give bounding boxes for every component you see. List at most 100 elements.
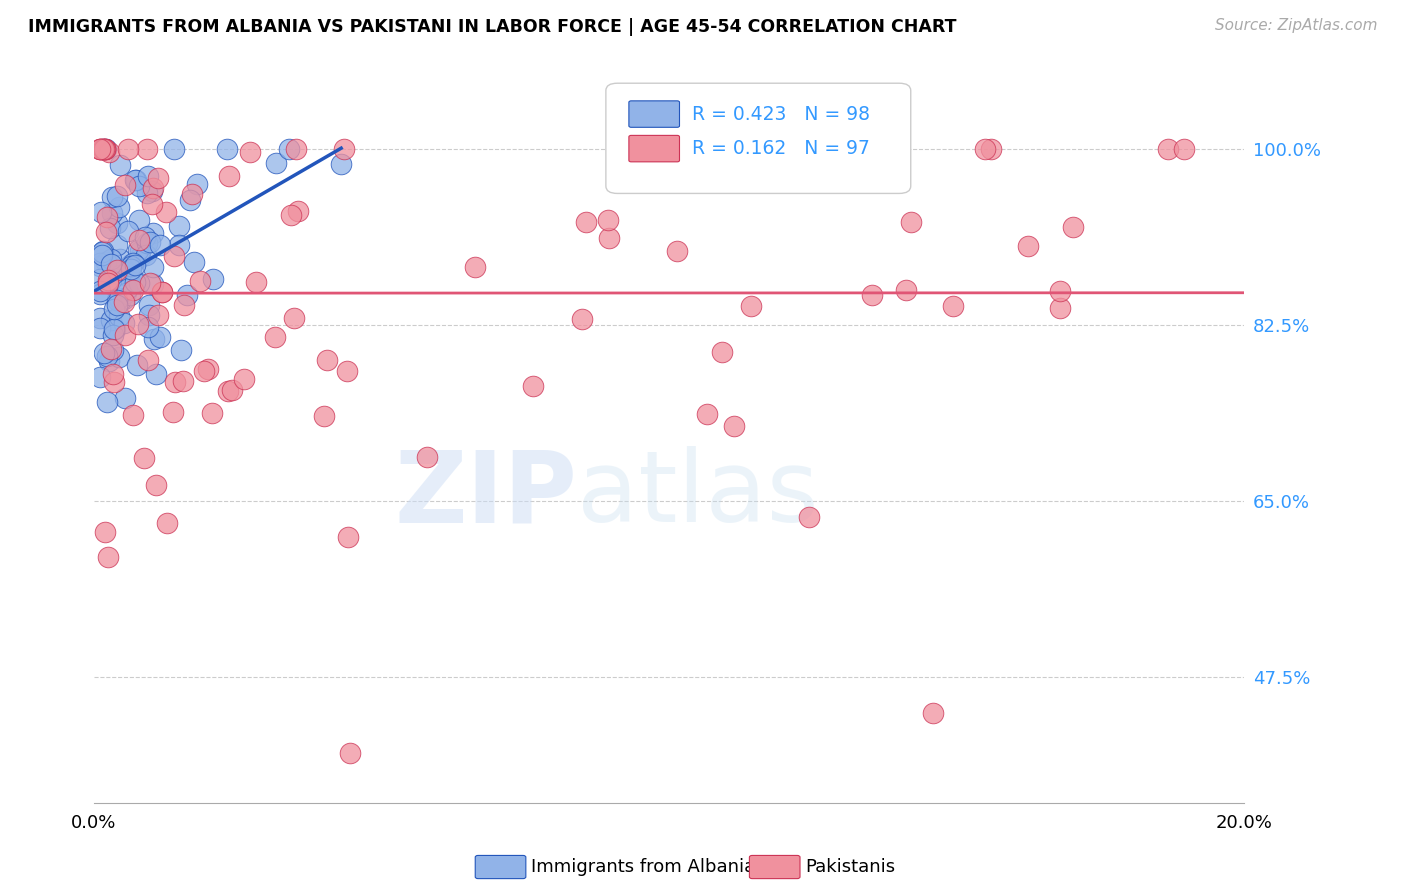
Point [89,256,111,270]
Point [94,254,117,268]
Point [134,451,156,466]
Point [336,530,359,544]
Point [100,313,122,327]
Point [94,142,117,156]
Point [128,233,150,247]
Point [136,186,159,200]
Point [108,350,131,364]
Point [122,284,145,298]
Point [117,142,139,156]
Point [124,275,146,289]
Point [1049,284,1071,298]
Point [124,258,146,272]
Point [139,235,162,250]
Point [894,283,917,297]
Point [89,259,111,273]
Point [165,376,187,390]
Point [1062,219,1084,234]
Point [91,142,114,156]
Point [115,282,138,296]
Point [142,260,165,274]
Point [150,285,173,300]
Point [188,274,211,288]
Point [98,353,121,368]
Point [797,509,820,524]
Point [120,288,142,302]
Point [107,309,129,323]
Point [100,190,122,204]
Point [128,276,150,290]
Point [89,311,111,326]
Point [112,317,135,331]
Text: ZIP: ZIP [394,446,576,543]
Point [1173,142,1195,156]
Point [336,364,359,378]
Point [173,298,195,312]
Point [921,706,943,720]
Point [108,294,131,309]
Point [100,273,122,287]
Point [96,210,118,224]
Point [101,367,124,381]
Point [197,361,219,376]
Point [135,236,157,251]
Point [135,142,157,156]
Point [156,516,179,530]
Point [122,255,145,269]
Point [90,245,112,260]
Point [124,173,146,187]
Point [89,142,111,156]
Point [89,370,111,384]
Point [522,379,544,393]
Point [98,145,121,159]
Point [105,298,128,312]
Point [239,145,262,160]
Point [90,142,112,156]
Point [339,746,361,760]
Point [118,266,141,280]
Point [598,231,620,245]
Point [89,142,111,156]
Point [167,219,190,233]
Point [980,142,1002,156]
Point [112,295,135,310]
Point [122,409,145,423]
Point [139,276,162,290]
Point [181,187,204,202]
Point [163,249,186,263]
Point [128,213,150,227]
Point [221,383,243,397]
Text: atlas: atlas [576,446,818,543]
Point [93,346,115,360]
Point [217,384,239,398]
Point [811,142,834,156]
Point [105,216,128,230]
Point [740,299,762,313]
Point [571,312,593,326]
FancyBboxPatch shape [628,136,679,161]
Point [97,272,120,286]
Point [186,177,208,191]
Point [145,477,167,491]
Point [114,178,136,192]
Point [103,322,125,336]
Point [201,406,224,420]
Point [155,205,177,219]
Text: Immigrants from Albania: Immigrants from Albania [531,858,755,876]
Point [115,286,138,301]
Point [232,372,254,386]
Point [127,317,149,331]
Point [264,156,287,170]
Point [665,244,688,258]
Point [110,252,132,266]
Point [136,320,159,334]
Point [107,200,129,214]
Point [105,238,128,252]
Point [104,322,127,336]
Text: R = 0.423   N = 98: R = 0.423 N = 98 [692,104,870,124]
Point [142,277,165,291]
Point [215,142,238,156]
Point [97,550,120,565]
Point [108,291,131,305]
Point [172,374,194,388]
